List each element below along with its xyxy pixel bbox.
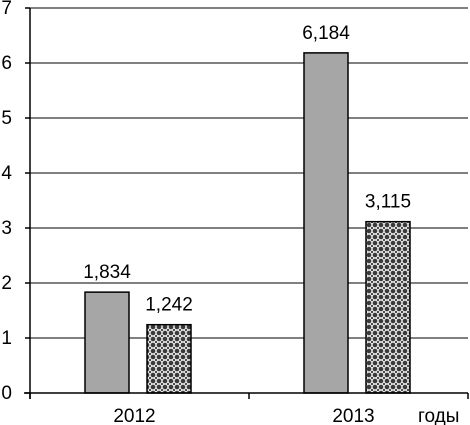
bar-2012-series-1 xyxy=(84,291,130,394)
data-label: 6,184 xyxy=(302,23,350,44)
y-tick-label: 4 xyxy=(1,163,12,184)
axes xyxy=(24,7,469,399)
data-labels: 1,834 1,242 6,184 3,115 xyxy=(83,23,411,316)
y-tick-label: 3 xyxy=(1,218,12,239)
bars xyxy=(84,52,411,394)
y-tick-label: 0 xyxy=(1,383,12,404)
y-tick-label: 6 xyxy=(1,53,12,74)
data-label: 1,834 xyxy=(83,262,131,283)
bar-2013-series-1 xyxy=(303,52,349,394)
bar-2012-series-2 xyxy=(146,323,192,394)
y-tick-label: 5 xyxy=(1,108,12,129)
data-label: 1,242 xyxy=(145,295,193,316)
y-tick-label: 7 xyxy=(1,0,12,19)
category-labels: 2012 2013 xyxy=(113,406,374,425)
data-label: 3,115 xyxy=(365,192,411,213)
y-tick-label: 2 xyxy=(1,273,12,294)
y-tick-label: 1 xyxy=(1,328,12,349)
y-tick-labels: 0 1 2 3 4 5 6 7 xyxy=(1,0,12,404)
bar-2013-series-2 xyxy=(365,220,411,394)
category-label: 2012 xyxy=(113,406,155,425)
category-label: 2013 xyxy=(332,406,374,425)
x-axis-label: годы xyxy=(418,406,459,425)
